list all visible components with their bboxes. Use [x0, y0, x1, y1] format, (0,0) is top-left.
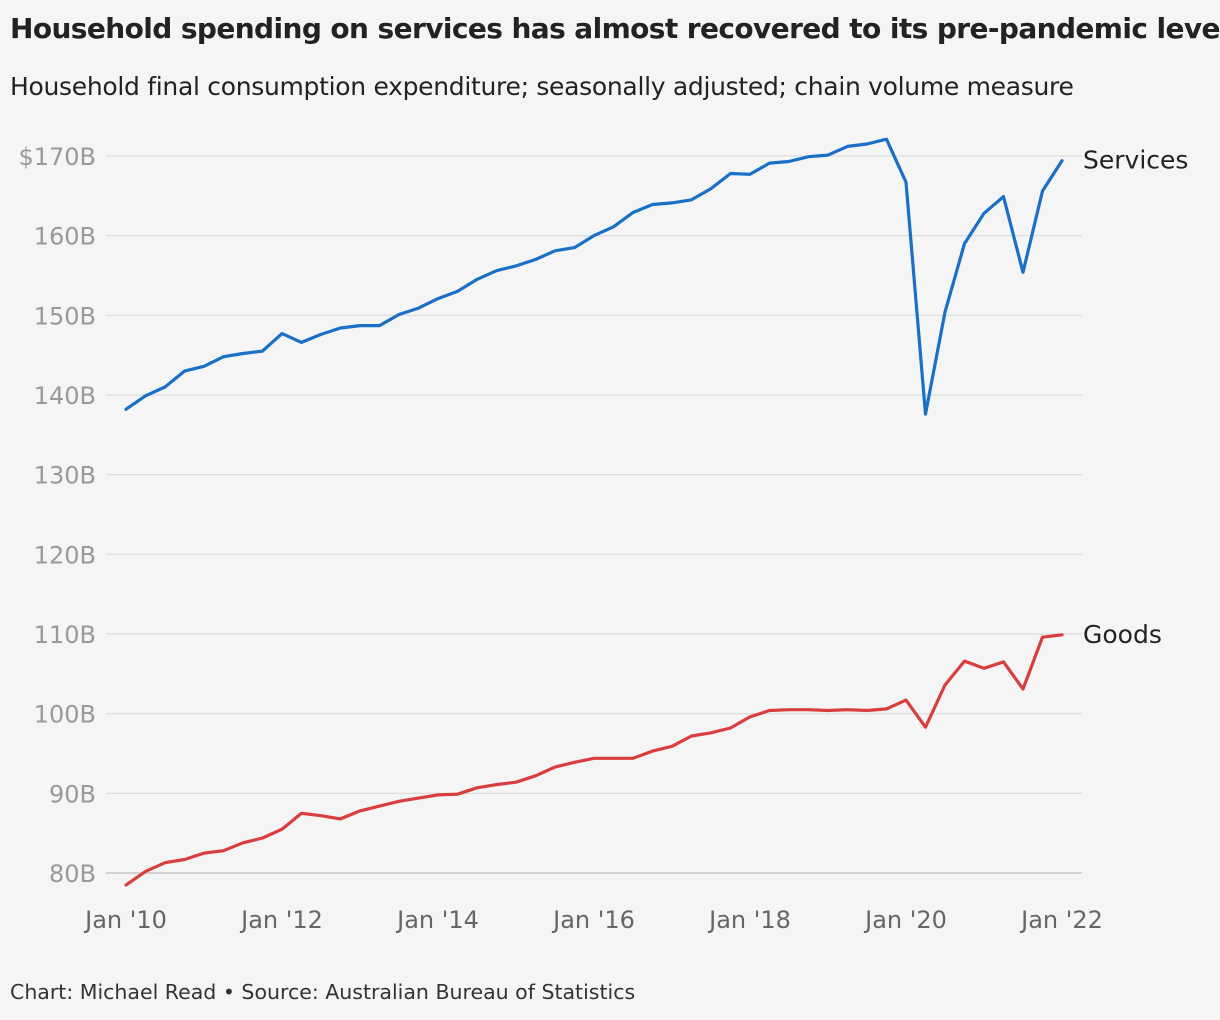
y-axis: $170B 160B 150B 140B 130B 120B 110B 100B 90B 80B — [18, 143, 96, 888]
x-axis: Jan '10 Jan '12 Jan '14 Jan '16 Jan '18 Jan '… — [83, 906, 1103, 934]
chart-title: Household spending on services has almos… — [10, 12, 1220, 45]
y-tick-label: 130B — [34, 462, 96, 490]
series-lines — [124, 137, 1064, 887]
y-tick-label: 160B — [34, 223, 96, 251]
x-tick-label: Jan '14 — [395, 906, 479, 934]
y-tick-label: 140B — [34, 382, 96, 410]
y-tick-label: 110B — [34, 621, 96, 649]
series-label-goods: Goods — [1083, 620, 1162, 649]
y-tick-label: 100B — [34, 701, 96, 729]
x-tick-label: Jan '18 — [707, 906, 791, 934]
x-tick-label: Jan '12 — [239, 906, 323, 934]
y-tick-label: 80B — [49, 860, 96, 888]
series-line-goods — [124, 633, 1064, 887]
y-tick-label: 90B — [49, 780, 96, 808]
y-tick-label: 120B — [34, 541, 96, 569]
chart-subtitle: Household final consumption expenditure;… — [10, 72, 1074, 101]
gridlines — [106, 155, 1082, 874]
chart-source-credit: Chart: Michael Read • Source: Australian… — [10, 980, 636, 1004]
series-labels: Services Goods — [1083, 146, 1188, 649]
series-label-services: Services — [1083, 146, 1188, 175]
x-tick-label: Jan '10 — [83, 906, 167, 934]
y-tick-label: 150B — [34, 302, 96, 330]
x-tick-label: Jan '22 — [1019, 906, 1103, 934]
series-line-services — [124, 137, 1064, 416]
y-tick-label: $170B — [18, 143, 96, 171]
x-tick-label: Jan '20 — [863, 906, 947, 934]
x-tick-label: Jan '16 — [551, 906, 635, 934]
